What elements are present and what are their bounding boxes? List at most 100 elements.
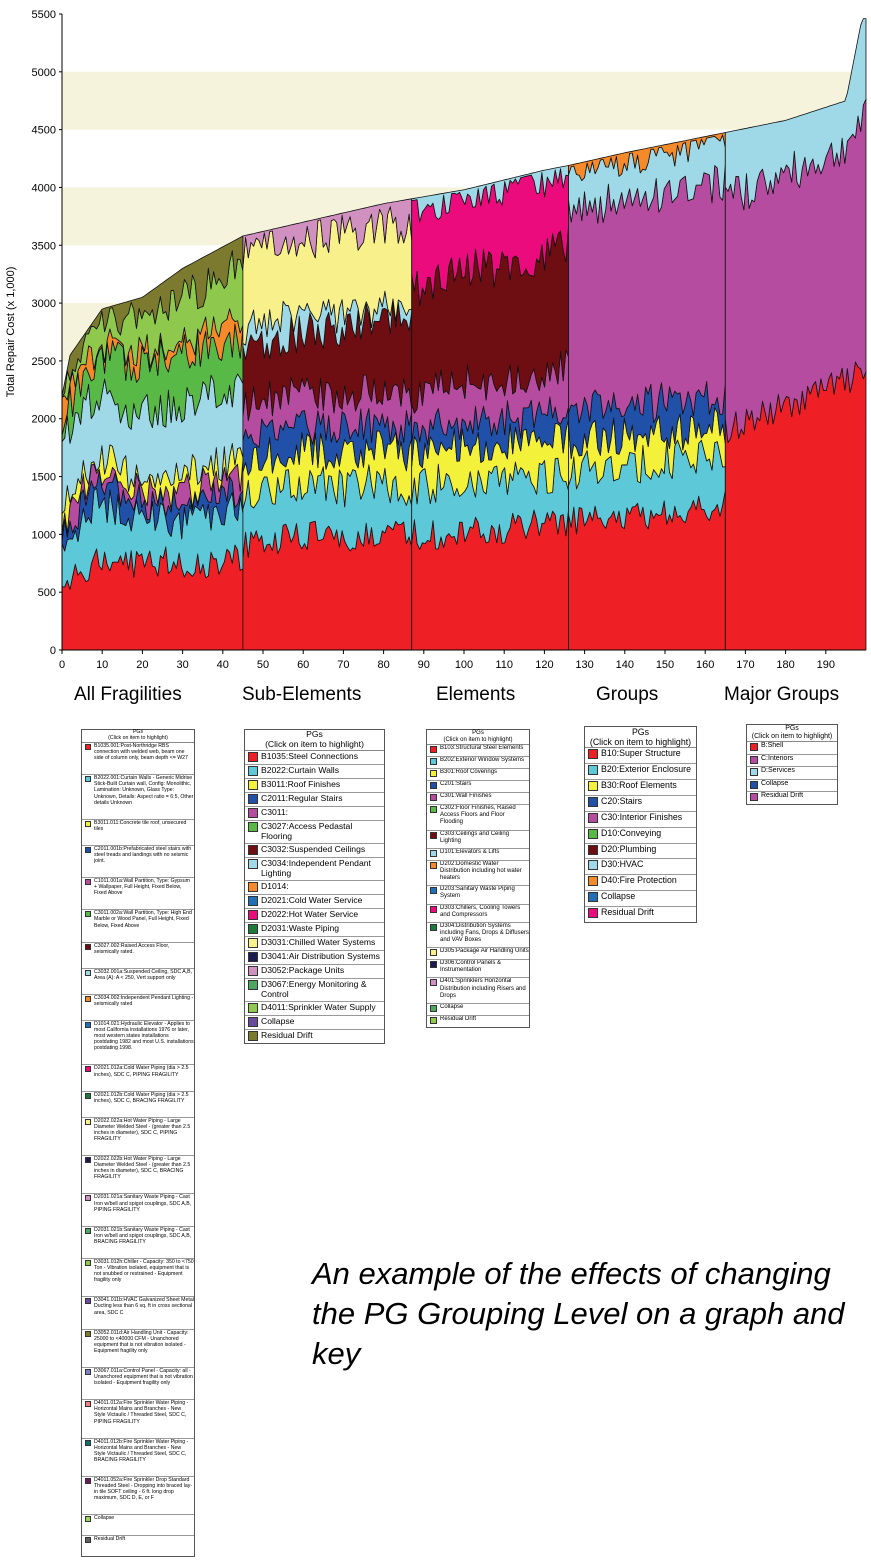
key-item[interactable]: C3034.002:Independent Pendant Lighting -… bbox=[82, 995, 194, 1021]
key-item[interactable]: C303:Ceilings and Ceiling Lighting bbox=[427, 831, 529, 849]
key-item[interactable]: D3067.011a:Control Panel - Capacity: all… bbox=[82, 1368, 194, 1401]
key-item-label: B202:Exterior Window Systems bbox=[440, 756, 525, 763]
key-item[interactable]: D3041.011b:HVAC Galvanized Sheet Metal D… bbox=[82, 1297, 194, 1330]
key-sub-elements[interactable]: PGs (Click on item to highlight) B1035:Ste… bbox=[244, 729, 385, 1044]
key-item[interactable]: Collapse bbox=[747, 780, 837, 793]
key-item[interactable]: D2022:Hot Water Service bbox=[245, 909, 384, 923]
key-item[interactable]: D40:Fire Protection bbox=[585, 875, 696, 892]
key-item[interactable]: C30:Interior Finishes bbox=[585, 812, 696, 828]
key-item[interactable]: D304:Distribution Systems including Fans… bbox=[427, 923, 529, 949]
level-label-groups: Groups bbox=[596, 684, 659, 705]
key-item[interactable]: B3011:Roof Finishes bbox=[245, 779, 384, 793]
key-item[interactable]: D2031.021b:Sanitary Waste Piping - Cast … bbox=[82, 1227, 194, 1259]
key-item[interactable]: B103:Structural Steel Elements bbox=[427, 745, 529, 757]
key-item[interactable]: Residual Drift bbox=[245, 1030, 384, 1043]
key-item-label: C3034.002:Independent Pendant Lighting -… bbox=[94, 994, 194, 1007]
key-groups[interactable]: PGs (Click on item to highlight) B10:Super… bbox=[584, 726, 697, 923]
key-item[interactable]: Collapse bbox=[585, 891, 696, 908]
key-item[interactable]: C20:Stairs bbox=[585, 796, 696, 812]
key-item[interactable]: D3031:Chilled Water Systems bbox=[245, 937, 384, 951]
key-item[interactable]: D3041:Air Distribution Systems bbox=[245, 951, 384, 965]
key-item[interactable]: C3032:Suspended Ceilings bbox=[245, 844, 384, 858]
key-item[interactable]: B301:Roof Coverings bbox=[427, 769, 529, 782]
key-item-label: C20:Stairs bbox=[601, 795, 643, 806]
key-item[interactable]: C3011.002a:Wall Partition, Type: High En… bbox=[82, 910, 194, 943]
key-item[interactable]: D1014.021:Hydraulic Elevator - Applies t… bbox=[82, 1021, 194, 1066]
key-header-line: (Click on item to highlight) bbox=[265, 738, 364, 749]
key-swatch bbox=[248, 1003, 258, 1014]
key-item[interactable]: C2011:Regular Stairs bbox=[245, 793, 384, 807]
key-swatch bbox=[85, 1401, 91, 1408]
y-tick-label: 4500 bbox=[32, 125, 56, 137]
key-item[interactable]: B20:Exterior Enclosure bbox=[585, 764, 696, 780]
key-item[interactable]: C:Interiors bbox=[747, 755, 837, 768]
key-item[interactable]: D4011.012a:Fire Sprinkler Water Piping -… bbox=[82, 1400, 194, 1439]
key-item[interactable]: D305:Package Air Handling Units bbox=[427, 948, 529, 961]
key-item[interactable]: Collapse bbox=[82, 1515, 194, 1537]
key-item[interactable]: C3034:Independent Pendant Lighting bbox=[245, 858, 384, 882]
key-item[interactable]: B10:Super Structure bbox=[585, 748, 696, 765]
key-item[interactable]: D2031.021a:Sanitary Waste Piping - Cast … bbox=[82, 1194, 194, 1227]
key-item[interactable]: D2031:Waste Piping bbox=[245, 923, 384, 937]
key-elements[interactable]: PGs (Click on item to highlight) B103:Stru… bbox=[426, 729, 530, 1028]
key-item[interactable]: D3052:Package Units bbox=[245, 965, 384, 979]
key-item[interactable]: B2022.001:Curtain Walls - Generic Midris… bbox=[82, 775, 194, 820]
key-item[interactable]: C302:Floor Finishes, Raised Access Floor… bbox=[427, 805, 529, 831]
key-item[interactable]: B1035:Steel Connections bbox=[245, 751, 384, 765]
key-item[interactable]: C2011.001b:Prefabricated steel stairs wi… bbox=[82, 846, 194, 879]
key-item[interactable]: D401:Sprinklers Horizontal Distribution … bbox=[427, 978, 529, 1004]
key-item[interactable]: C201:Stairs bbox=[427, 781, 529, 794]
key-item[interactable]: D306:Control Panels & Instrumentation bbox=[427, 960, 529, 979]
key-item[interactable]: D2022.022b:Hot Water Piping - Large Diam… bbox=[82, 1156, 194, 1195]
key-item[interactable]: Collapse bbox=[245, 1016, 384, 1031]
key-item[interactable]: D10:Conveying bbox=[585, 828, 696, 844]
key-all-fragilities[interactable]: PGs (Click on item to highlight) B1035.001… bbox=[81, 729, 195, 1557]
key-item[interactable]: D:Services bbox=[747, 767, 837, 780]
key-item[interactable]: C3032.001a:Suspended Ceiling, SDC A,B, A… bbox=[82, 969, 194, 995]
key-swatch bbox=[588, 765, 598, 776]
key-item[interactable]: D3052.011d:Air Handling Unit - Capacity:… bbox=[82, 1330, 194, 1368]
key-item[interactable]: D3067:Energy Monitoring & Control bbox=[245, 979, 384, 1003]
key-item[interactable]: C3027.002:Raised Access Floor, seismical… bbox=[82, 943, 194, 969]
key-item[interactable]: D2021.012b:Cold Water Piping (dia > 2.5 … bbox=[82, 1092, 194, 1118]
key-item-label: D306:Control Panels & Instrumentation bbox=[440, 960, 502, 974]
key-item[interactable]: Residual Drift bbox=[427, 1016, 529, 1027]
y-tick-label: 3000 bbox=[32, 298, 56, 310]
key-item[interactable]: C3011: bbox=[245, 807, 384, 821]
key-item[interactable]: B202:Exterior Window Systems bbox=[427, 757, 529, 769]
key-item[interactable]: D2021:Cold Water Service bbox=[245, 895, 384, 909]
key-item[interactable]: Collapse bbox=[427, 1004, 529, 1016]
key-item[interactable]: D101:Elevators & Lifts bbox=[427, 849, 529, 861]
key-item[interactable]: D20:Plumbing bbox=[585, 844, 696, 860]
key-item[interactable]: D2021.012a:Cold Water Piping (dia > 2.5 … bbox=[82, 1065, 194, 1092]
key-swatch bbox=[248, 844, 258, 855]
key-item[interactable]: C3027:Access Pedastal Flooring bbox=[245, 821, 384, 844]
key-item[interactable]: Residual Drift bbox=[747, 792, 837, 804]
key-item-label: D2021:Cold Water Service bbox=[261, 895, 363, 906]
key-item[interactable]: Residual Drift bbox=[585, 907, 696, 922]
key-item[interactable]: D4011:Sprinkler Water Supply bbox=[245, 1002, 384, 1017]
key-item[interactable]: D202:Domestic Water Distribution includi… bbox=[427, 861, 529, 887]
key-item-label: D4011.012b:Fire Sprinkler Water Piping -… bbox=[94, 1438, 189, 1463]
key-item-list: B10:Super Structure B20:Exterior Enclosur… bbox=[585, 748, 696, 922]
key-item[interactable]: D203:Sanitary Waste Piping System bbox=[427, 886, 529, 905]
key-swatch bbox=[85, 1195, 91, 1202]
key-item[interactable]: D30:HVAC bbox=[585, 859, 696, 876]
key-item[interactable]: D303:Chillers, Cooling Towers and Compre… bbox=[427, 905, 529, 923]
key-item[interactable]: C1011.001a:Wall Partition, Type: Gypsum … bbox=[82, 878, 194, 911]
key-item[interactable]: B3011.011:Concrete tile roof, unsecured … bbox=[82, 820, 194, 846]
key-swatch bbox=[430, 1004, 437, 1012]
key-item[interactable]: D4011.012b:Fire Sprinkler Water Piping -… bbox=[82, 1439, 194, 1477]
key-item[interactable]: Residual Drift bbox=[82, 1536, 194, 1556]
key-item[interactable]: D4011.052a:Fire Sprinkler Drop Standard … bbox=[82, 1477, 194, 1516]
key-item-label: B20:Exterior Enclosure bbox=[601, 764, 691, 775]
key-item[interactable]: B2022:Curtain Walls bbox=[245, 765, 384, 779]
key-item[interactable]: C301:Wall Finishes bbox=[427, 793, 529, 806]
key-item[interactable]: B1035.001:Post-Northridge RBS connection… bbox=[82, 743, 194, 776]
key-major-groups[interactable]: PGs (Click on item to highlight) B:Shell C:… bbox=[746, 724, 838, 805]
key-item[interactable]: D3031.012h:Chiller - Capacity: 350 to <7… bbox=[82, 1259, 194, 1298]
key-item[interactable]: D1014: bbox=[245, 881, 384, 896]
key-item[interactable]: B:Shell bbox=[747, 742, 837, 755]
key-item[interactable]: B30:Roof Elements bbox=[585, 780, 696, 796]
key-item[interactable]: D2022.022a:Hot Water Piping - Large Diam… bbox=[82, 1118, 194, 1157]
